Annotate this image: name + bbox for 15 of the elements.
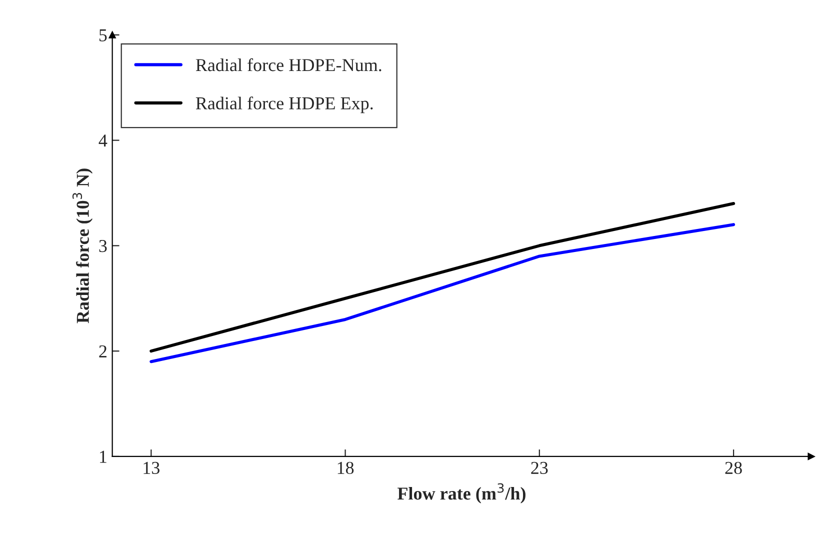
line-series [150, 223, 736, 364]
y-tick-label: 1 [100, 450, 106, 463]
y-axis-title: Radial force (10$^{3}$ N) [72, 168, 93, 324]
legend-label: Radial force HDPE Exp. [196, 96, 373, 114]
legend-label: Radial force HDPE-Num. [196, 58, 382, 72]
x-axis-title: Flow rate (m$^{3}$/h) [398, 483, 526, 504]
y-tick-label: 5 [99, 29, 107, 42]
x-tick-label: 23 [531, 462, 548, 474]
y-tick-label: 2 [99, 345, 106, 358]
line-series [150, 202, 736, 353]
x-tick-label: 28 [725, 462, 742, 474]
y-tick-label: 3 [99, 240, 107, 252]
x-tick-label: 18 [338, 462, 354, 474]
x-tick-label: 13 [144, 462, 160, 474]
y-tick-label: 4 [98, 134, 108, 147]
